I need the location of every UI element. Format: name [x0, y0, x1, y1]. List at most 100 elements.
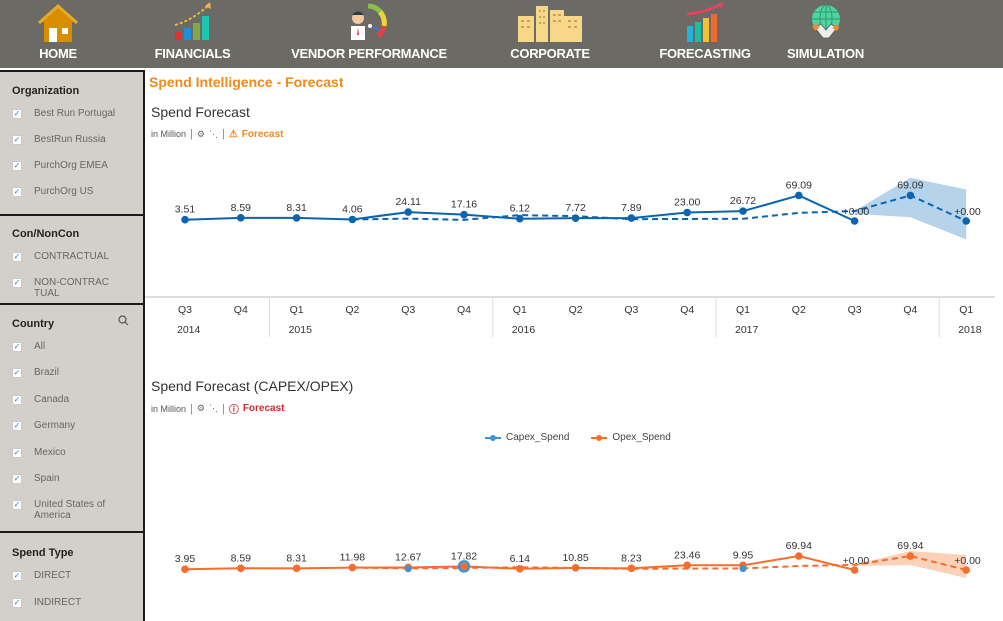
data-point — [962, 217, 970, 225]
data-label: 8.31 — [286, 552, 307, 564]
checkbox-checked-icon[interactable]: ✓ — [12, 109, 22, 119]
nav-financials[interactable]: FINANCIALS — [150, 0, 235, 68]
chart2-legend: Capex_Spend Opex_Spend — [485, 432, 671, 443]
data-label: 9.95 — [733, 549, 754, 561]
data-label: 26.72 — [730, 195, 756, 207]
filter-item[interactable]: ✓ PurchOrg US — [12, 186, 94, 197]
nav-vendor-performance[interactable]: VENDOR PERFORMANCE — [290, 0, 448, 68]
checkbox-checked-icon[interactable]: ✓ — [12, 571, 22, 581]
nav-forecasting[interactable]: FORECASTING — [655, 0, 755, 68]
data-point — [571, 214, 580, 222]
filter-item[interactable]: ✓ Best Run Portugal — [12, 108, 116, 119]
quarter-tick-label: Q2 — [345, 304, 359, 316]
nav-simulation[interactable]: SIMULATION — [783, 0, 868, 68]
data-point — [516, 564, 524, 573]
nav-corporate[interactable]: CORPORATE — [505, 0, 595, 68]
checkbox-checked-icon[interactable]: ✓ — [12, 187, 22, 197]
settings-icon[interactable]: ⚙ — [196, 403, 205, 413]
legend-item-opex[interactable]: Opex_Spend — [591, 432, 671, 443]
data-point — [739, 207, 747, 215]
quarter-tick-label: Q4 — [457, 304, 471, 316]
checkbox-checked-icon[interactable]: ✓ — [12, 161, 22, 171]
data-label: 17.16 — [451, 199, 477, 211]
warning-icon: ⚠ — [228, 128, 238, 140]
filter-group-spendtype: Spend Type ✓ DIRECT ✓ INDIRECT — [0, 531, 145, 621]
data-point — [850, 217, 859, 225]
data-label: 8.59 — [231, 202, 252, 214]
buildings-icon — [518, 0, 582, 42]
forecast-confidence-band — [854, 177, 967, 240]
checkbox-checked-icon[interactable]: ✓ — [12, 278, 22, 288]
chart1-forecast-label[interactable]: Forecast — [241, 128, 284, 140]
quarter-tick-label: Q2 — [569, 304, 583, 316]
data-label: 7.89 — [621, 202, 642, 214]
data-label: 3.95 — [175, 553, 196, 565]
capex-point — [739, 565, 747, 573]
chart1-subtitle: in Million | ⚙ ⋱ | ⚠ Forecast — [151, 128, 283, 140]
data-point — [906, 191, 915, 200]
legend-item-capex[interactable]: Capex_Spend — [485, 432, 569, 443]
chart2-unit: in Million — [151, 403, 187, 414]
error-icon: ⓘ — [228, 405, 239, 416]
checkbox-checked-icon[interactable]: ✓ — [12, 252, 22, 262]
data-point — [460, 210, 468, 219]
checkbox-checked-icon[interactable]: ✓ — [12, 135, 22, 145]
forecast-bars-icon — [685, 0, 725, 42]
quarter-tick-label: Q3 — [178, 304, 192, 316]
nav-home[interactable]: HOME — [30, 0, 86, 68]
hierarchy-icon[interactable]: ⋱ — [208, 128, 218, 139]
filter-item[interactable]: ✓ United States of America — [12, 499, 106, 521]
settings-icon[interactable]: ⚙ — [196, 128, 205, 139]
search-icon[interactable] — [118, 315, 129, 329]
data-point — [516, 214, 524, 223]
checkbox-checked-icon[interactable]: ✓ — [12, 395, 22, 405]
checkbox-checked-icon[interactable]: ✓ — [12, 448, 22, 458]
year-tick-label: 2018 — [958, 324, 982, 336]
chart1-title: Spend Forecast — [151, 104, 250, 120]
checkbox-checked-icon[interactable]: ✓ — [12, 342, 22, 352]
filter-item[interactable]: ✓ BestRun Russia — [12, 134, 106, 145]
data-point — [683, 561, 691, 570]
filter-item[interactable]: ✓ DIRECT — [12, 570, 72, 581]
checkbox-checked-icon[interactable]: ✓ — [12, 598, 22, 608]
data-point — [292, 214, 301, 222]
year-tick-label: 2016 — [512, 324, 536, 336]
checkbox-checked-icon[interactable]: ✓ — [12, 421, 22, 431]
data-label: 7.72 — [565, 202, 586, 214]
quarter-tick-label: Q4 — [903, 304, 917, 316]
year-tick-label: 2017 — [735, 324, 759, 336]
divider: | — [190, 128, 193, 140]
filter-group-organization: Organization ✓ Best Run Portugal ✓ BestRun… — [0, 70, 145, 216]
globe-handshake-icon — [809, 0, 843, 42]
filter-item[interactable]: ✓ NON-CONTRACTUAL — [12, 277, 109, 299]
filter-item[interactable]: ✓ Brazil — [12, 367, 60, 378]
filter-item[interactable]: ✓ All — [12, 341, 46, 352]
divider: | — [221, 128, 225, 140]
data-point — [237, 564, 245, 573]
filter-title: Con/NonCon — [12, 228, 80, 240]
quarter-tick-label: Q3 — [401, 304, 415, 316]
data-point — [181, 565, 189, 574]
filter-item[interactable]: ✓ INDIRECT — [12, 597, 82, 608]
filter-item[interactable]: ✓ PurchOrg EMEA — [12, 160, 108, 171]
checkbox-checked-icon[interactable]: ✓ — [12, 474, 22, 484]
financials-chart-icon — [173, 0, 213, 42]
filter-title: Organization — [12, 85, 80, 97]
data-label: 8.59 — [231, 552, 252, 564]
chart2-forecast-label[interactable]: Forecast — [242, 403, 285, 414]
chart2-title: Spend Forecast (CAPEX/OPEX) — [151, 378, 354, 394]
filter-item[interactable]: ✓ Spain — [12, 473, 60, 484]
hierarchy-icon[interactable]: ⋱ — [208, 403, 218, 413]
checkbox-checked-icon[interactable]: ✓ — [12, 368, 22, 378]
filter-item[interactable]: ✓ Canada — [12, 394, 70, 405]
data-label: 12.67 — [395, 551, 421, 563]
data-point — [404, 208, 413, 216]
data-label: +0.00 — [843, 206, 870, 218]
filter-item[interactable]: ✓ Germany — [12, 420, 76, 431]
checkbox-checked-icon[interactable]: ✓ — [12, 500, 22, 510]
data-label: 6.12 — [510, 203, 531, 215]
data-label: 3.51 — [175, 204, 196, 216]
filter-item[interactable]: ✓ CONTRACTUAL — [12, 251, 110, 262]
filter-item[interactable]: ✓ Mexico — [12, 447, 66, 458]
forecast-line — [352, 194, 967, 222]
